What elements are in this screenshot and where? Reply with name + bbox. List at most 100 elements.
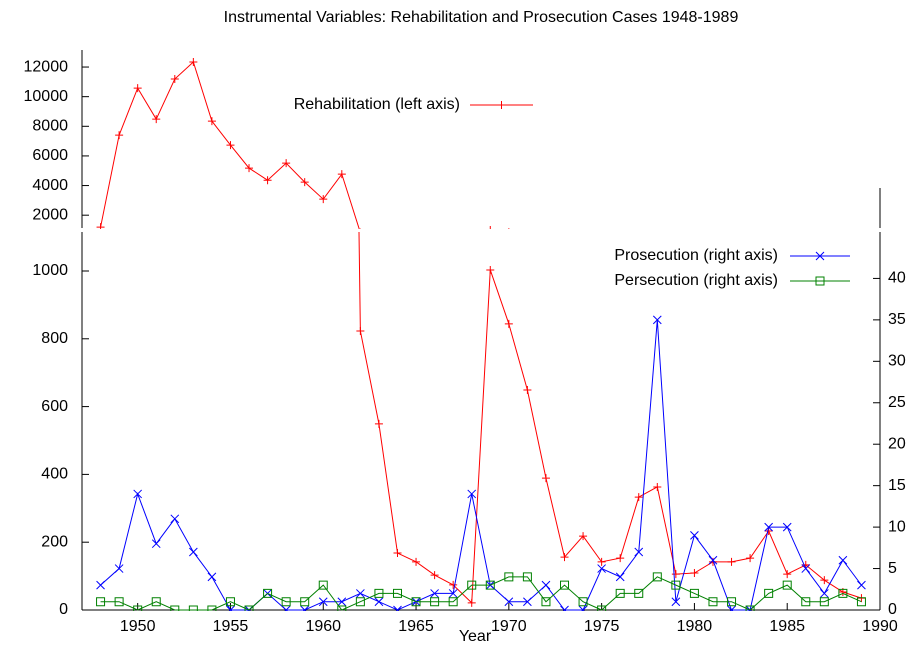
marker xyxy=(652,572,662,582)
y2-tick-label: 10 xyxy=(888,518,906,535)
marker xyxy=(356,326,365,335)
marker xyxy=(96,597,106,607)
marker xyxy=(393,605,402,611)
legend-label: Prosecution (right axis) xyxy=(614,247,778,264)
marker xyxy=(245,164,254,173)
marker xyxy=(690,569,699,578)
marker xyxy=(430,597,440,607)
marker xyxy=(431,239,439,247)
marker xyxy=(189,58,198,66)
marker xyxy=(133,84,142,93)
marker xyxy=(337,597,347,607)
x-tick-label: 1980 xyxy=(677,618,713,635)
marker xyxy=(782,580,792,590)
marker xyxy=(523,385,532,394)
y2-tick-label: 30 xyxy=(888,353,906,370)
marker xyxy=(300,597,310,607)
y2-tick-label: 20 xyxy=(888,435,906,452)
marker xyxy=(96,580,105,590)
marker xyxy=(374,419,383,428)
marker xyxy=(411,597,421,607)
marker xyxy=(764,588,774,598)
series-group xyxy=(96,572,866,611)
marker xyxy=(430,589,439,598)
marker xyxy=(318,597,328,607)
marker xyxy=(671,597,681,607)
y-tick-label: 10000 xyxy=(24,88,69,105)
marker xyxy=(634,588,644,598)
marker xyxy=(448,597,458,607)
marker xyxy=(318,580,328,590)
y2-tick-label: 5 xyxy=(888,560,897,577)
x-tick-label: 1985 xyxy=(769,618,805,635)
marker xyxy=(727,605,736,611)
marker xyxy=(467,580,477,590)
marker xyxy=(412,239,420,247)
marker xyxy=(839,240,847,248)
legend-marker xyxy=(815,276,825,286)
marker xyxy=(263,588,273,598)
legend-label: Persecution (right axis) xyxy=(614,272,778,289)
y-tick-label: 600 xyxy=(41,398,68,415)
y-tick-label: 1000 xyxy=(32,262,68,279)
x-axis-label: Year xyxy=(459,628,492,645)
marker xyxy=(393,238,401,246)
marker xyxy=(207,117,216,126)
marker xyxy=(561,239,569,247)
y-tick-label: 4000 xyxy=(32,177,68,194)
marker xyxy=(857,240,865,248)
marker xyxy=(337,170,346,179)
marker xyxy=(281,605,291,611)
marker xyxy=(672,239,680,247)
marker xyxy=(615,572,625,582)
marker xyxy=(356,589,365,598)
marker xyxy=(597,557,606,566)
marker xyxy=(689,588,699,598)
y-tick-label: 2000 xyxy=(32,206,68,223)
marker xyxy=(504,319,513,328)
series-line xyxy=(358,232,862,605)
marker xyxy=(616,239,624,247)
marker xyxy=(542,235,550,243)
marker xyxy=(764,522,774,532)
marker xyxy=(578,597,588,607)
marker xyxy=(728,239,736,247)
legend-marker xyxy=(815,251,825,261)
marker xyxy=(468,241,476,249)
marker xyxy=(115,131,124,140)
marker xyxy=(114,597,124,607)
marker xyxy=(412,557,421,566)
marker xyxy=(392,588,402,598)
marker xyxy=(170,514,180,524)
marker xyxy=(579,532,588,541)
marker xyxy=(708,557,717,566)
marker xyxy=(300,178,309,187)
marker xyxy=(820,576,829,585)
x-tick-label: 1965 xyxy=(398,618,434,635)
marker xyxy=(597,605,607,611)
y2-tick-label: 35 xyxy=(888,311,906,328)
marker xyxy=(819,597,829,607)
marker xyxy=(133,605,143,611)
marker xyxy=(727,557,736,566)
marker xyxy=(97,203,105,211)
marker xyxy=(856,597,866,607)
marker xyxy=(522,572,532,582)
marker xyxy=(560,580,570,590)
marker xyxy=(782,522,792,532)
marker xyxy=(282,159,291,168)
x-tick-label: 1950 xyxy=(120,618,156,635)
series-line xyxy=(100,61,360,229)
marker xyxy=(857,580,866,590)
series-group xyxy=(97,203,866,607)
y2-tick-label: 40 xyxy=(888,270,906,287)
marker xyxy=(508,228,510,229)
x-tick-label: 1990 xyxy=(862,618,898,635)
marker xyxy=(690,531,699,540)
marker xyxy=(244,605,254,611)
marker xyxy=(449,580,458,589)
marker xyxy=(653,235,661,243)
marker xyxy=(225,597,235,607)
marker xyxy=(819,589,829,598)
